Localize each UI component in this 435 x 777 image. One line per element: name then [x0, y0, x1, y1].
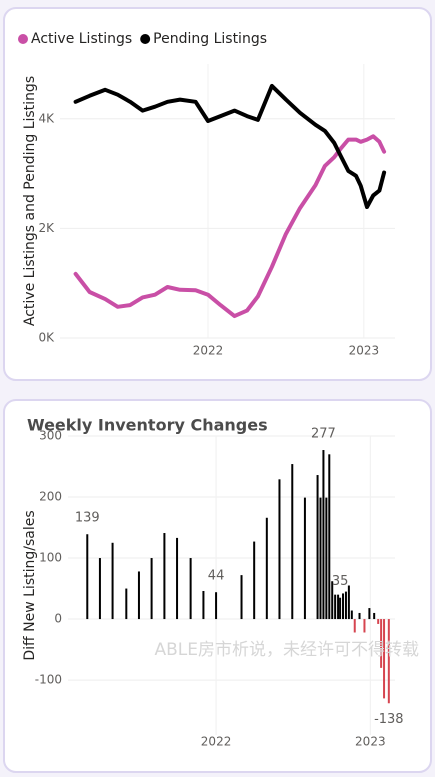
- y-axis-title: Active Listings and Pending Listings: [22, 76, 38, 326]
- bar: [303, 497, 306, 620]
- y-tick-label: -100: [35, 673, 62, 687]
- bar: [278, 479, 281, 620]
- bar: [353, 619, 356, 633]
- data-label: 44: [208, 569, 225, 584]
- bar: [350, 610, 353, 620]
- bar: [98, 558, 101, 620]
- bar: [86, 534, 89, 620]
- bar: [322, 450, 325, 620]
- bar: [368, 608, 371, 620]
- card: [3, 399, 432, 773]
- y-tick-label: 300: [39, 429, 62, 443]
- bar: [358, 612, 361, 620]
- bar: [253, 541, 256, 620]
- bar: [163, 533, 166, 620]
- bar: [202, 590, 205, 620]
- y-tick-label: 2K: [38, 221, 55, 235]
- data-label: 35: [332, 574, 349, 589]
- data-label: 277: [311, 427, 336, 442]
- y-tick-label: 200: [39, 490, 62, 504]
- bar: [325, 497, 328, 620]
- x-tick-label: 2023: [355, 735, 386, 749]
- x-tick-label: 2022: [193, 344, 224, 358]
- y-tick-label: 0K: [38, 331, 55, 345]
- bar: [373, 612, 376, 620]
- y-axis-title: Diff New Listing/sales: [22, 510, 38, 660]
- bar: [339, 597, 342, 620]
- bar: [215, 592, 218, 620]
- bar: [137, 571, 140, 620]
- data-label: 139: [75, 511, 100, 526]
- bar: [377, 619, 380, 624]
- legend-label: Active Listings: [31, 31, 132, 47]
- bar: [363, 619, 366, 633]
- bar: [328, 454, 331, 620]
- card: [3, 7, 432, 381]
- bar: [387, 619, 390, 704]
- data-label: -138: [374, 712, 404, 727]
- bar: [383, 619, 386, 699]
- bar: [111, 542, 114, 620]
- bar: [265, 517, 268, 620]
- bar: [176, 537, 179, 620]
- bar: [319, 497, 322, 620]
- bar: [337, 594, 340, 620]
- bar: [150, 558, 153, 620]
- bar: [316, 475, 319, 620]
- bar: [331, 581, 334, 620]
- bar: [240, 575, 243, 620]
- bar: [380, 619, 383, 668]
- bar: [334, 594, 337, 620]
- bar: [342, 593, 345, 620]
- x-tick-label: 2022: [201, 735, 232, 749]
- y-tick-label: 100: [39, 551, 62, 565]
- line-series: [73, 134, 387, 319]
- y-tick-label: 0: [54, 612, 62, 626]
- legend-swatch: [18, 34, 28, 44]
- legend-label: Pending Listings: [153, 31, 267, 47]
- chart-title: Weekly Inventory Changes: [27, 416, 268, 435]
- x-tick-label: 2023: [349, 344, 380, 358]
- y-tick-label: 4K: [38, 111, 55, 125]
- bar: [344, 591, 347, 620]
- bar: [125, 588, 128, 620]
- bar: [291, 464, 294, 620]
- line-series: [73, 83, 387, 209]
- bar: [347, 585, 350, 620]
- bar: [189, 558, 192, 620]
- legend-swatch: [140, 34, 151, 44]
- watermark: ABLE房市析说，未经许可不得转载: [154, 640, 419, 660]
